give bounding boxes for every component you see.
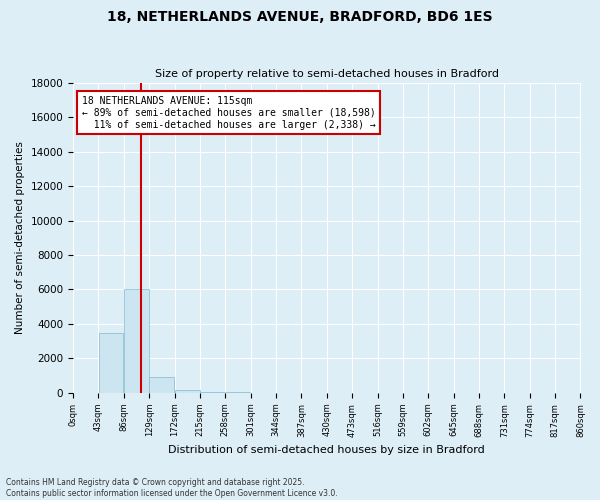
Bar — [175, 390, 200, 393]
Bar — [200, 392, 225, 393]
Title: Size of property relative to semi-detached houses in Bradford: Size of property relative to semi-detach… — [155, 69, 499, 79]
Text: 18, NETHERLANDS AVENUE, BRADFORD, BD6 1ES: 18, NETHERLANDS AVENUE, BRADFORD, BD6 1E… — [107, 10, 493, 24]
Bar — [149, 378, 174, 393]
Text: 18 NETHERLANDS AVENUE: 115sqm
← 89% of semi-detached houses are smaller (18,598): 18 NETHERLANDS AVENUE: 115sqm ← 89% of s… — [82, 96, 376, 130]
Bar — [226, 392, 250, 393]
Text: Contains HM Land Registry data © Crown copyright and database right 2025.
Contai: Contains HM Land Registry data © Crown c… — [6, 478, 338, 498]
X-axis label: Distribution of semi-detached houses by size in Bradford: Distribution of semi-detached houses by … — [169, 445, 485, 455]
Bar — [124, 290, 149, 393]
Bar — [98, 332, 124, 393]
Y-axis label: Number of semi-detached properties: Number of semi-detached properties — [15, 142, 25, 334]
